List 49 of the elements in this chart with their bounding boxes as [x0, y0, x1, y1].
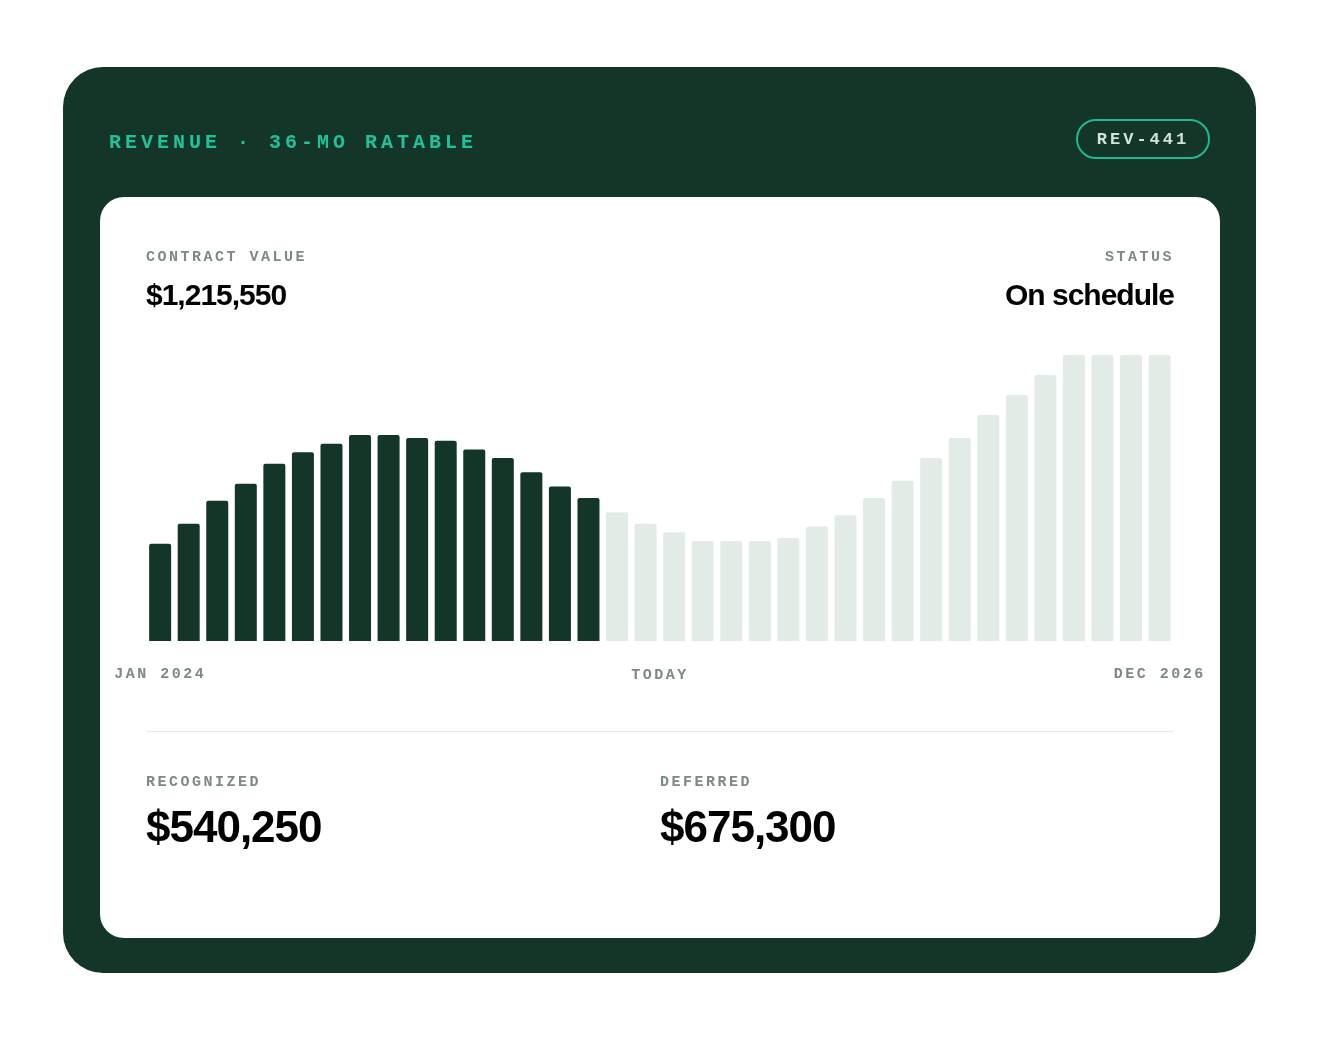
text: TODAY	[631, 667, 689, 684]
bar	[634, 523, 657, 641]
bar	[1091, 355, 1114, 641]
chart-title: REVENUE · 36-MO RATABLE	[109, 131, 478, 154]
x-tick-label: JAN 2024	[114, 665, 207, 683]
bar	[891, 480, 914, 641]
bar	[548, 486, 571, 641]
bar	[748, 540, 771, 641]
bar	[805, 526, 828, 641]
bar	[920, 457, 943, 641]
bar	[691, 540, 714, 641]
bar	[377, 435, 400, 641]
bar	[606, 512, 629, 641]
bar	[948, 437, 971, 641]
bar	[1148, 355, 1171, 641]
bar	[577, 498, 600, 641]
bar	[320, 443, 343, 641]
bar	[234, 483, 257, 641]
bar	[263, 463, 286, 641]
text: $675,300	[660, 802, 836, 852]
bar	[977, 415, 1000, 641]
text: $1,215,550	[146, 278, 287, 312]
bar	[149, 543, 172, 641]
bar	[777, 538, 800, 641]
bar	[434, 440, 457, 641]
bar	[663, 532, 686, 641]
text: On schedule	[1004, 278, 1174, 312]
bar	[463, 449, 486, 641]
bar	[491, 457, 514, 641]
text: CONTRACT VALUE	[146, 249, 308, 266]
text: DEFERRED	[660, 774, 753, 791]
bar	[1034, 375, 1057, 641]
bar	[863, 498, 886, 641]
bar	[406, 437, 429, 641]
text: $540,250	[146, 802, 322, 852]
bar	[291, 452, 314, 641]
bar	[206, 500, 229, 641]
bar	[834, 515, 857, 641]
text: STATUS	[1104, 249, 1174, 266]
bar	[1120, 355, 1143, 641]
text: RECOGNIZED	[146, 774, 262, 791]
bar	[349, 435, 372, 641]
bar	[177, 523, 200, 641]
text: REV-441	[1076, 119, 1210, 159]
bar	[520, 472, 543, 641]
bar	[1005, 395, 1028, 641]
bar	[1062, 355, 1085, 641]
x-tick-label: DEC 2026	[1113, 665, 1206, 683]
bar	[720, 540, 743, 641]
